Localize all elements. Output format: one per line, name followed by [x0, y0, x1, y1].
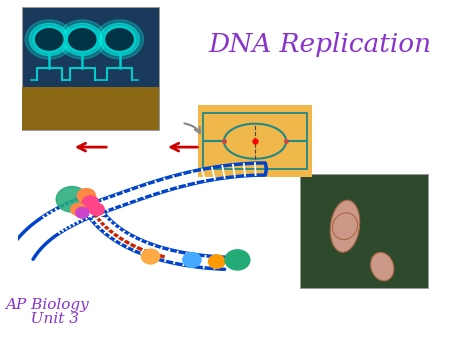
Circle shape: [71, 203, 86, 215]
Text: Unit 3: Unit 3: [16, 312, 79, 326]
Circle shape: [95, 20, 144, 59]
Circle shape: [67, 27, 98, 52]
FancyBboxPatch shape: [22, 7, 159, 130]
FancyBboxPatch shape: [22, 87, 159, 130]
Circle shape: [77, 189, 95, 203]
Circle shape: [25, 20, 73, 59]
Text: AP Biology: AP Biology: [5, 298, 89, 312]
Circle shape: [56, 187, 88, 212]
Circle shape: [104, 27, 135, 52]
FancyBboxPatch shape: [198, 105, 312, 177]
Circle shape: [208, 255, 225, 268]
Circle shape: [29, 23, 69, 55]
Circle shape: [58, 20, 106, 59]
Circle shape: [183, 252, 201, 267]
Circle shape: [225, 250, 250, 270]
Circle shape: [33, 27, 65, 52]
FancyBboxPatch shape: [300, 174, 428, 289]
Ellipse shape: [333, 213, 358, 240]
Ellipse shape: [330, 200, 360, 252]
Circle shape: [99, 23, 140, 55]
Circle shape: [89, 203, 104, 215]
Circle shape: [82, 196, 99, 210]
Text: DNA Replication: DNA Replication: [209, 32, 432, 57]
FancyArrowPatch shape: [184, 123, 200, 133]
Circle shape: [76, 208, 89, 218]
Circle shape: [63, 23, 102, 55]
Circle shape: [141, 249, 160, 264]
Ellipse shape: [371, 252, 394, 281]
